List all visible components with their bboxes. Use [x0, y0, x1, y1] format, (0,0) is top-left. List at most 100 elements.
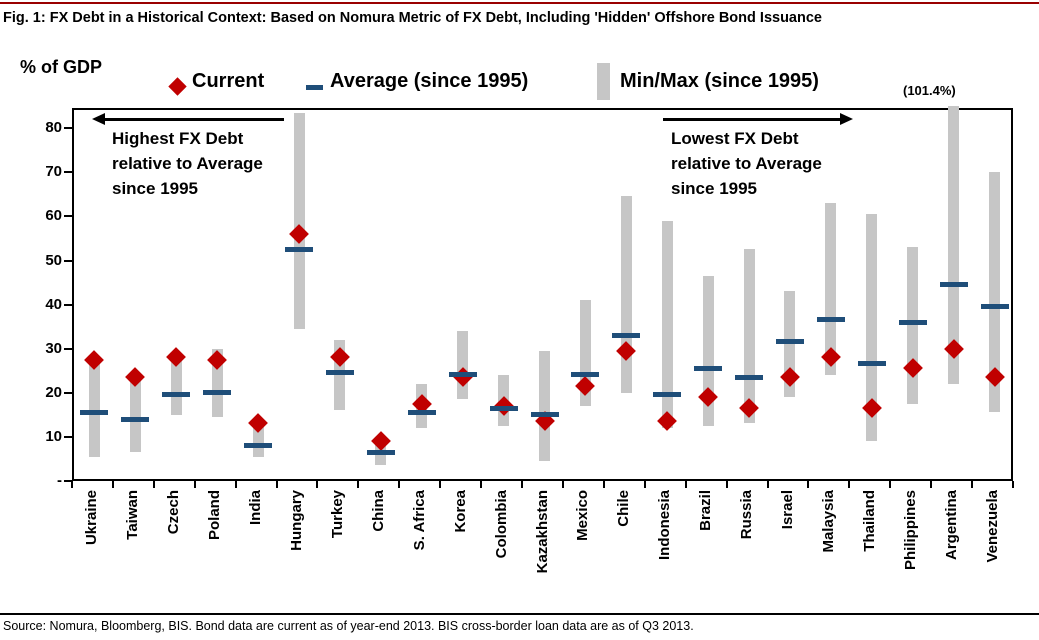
- category-label: Hungary: [288, 490, 306, 551]
- category-label: Russia: [738, 490, 756, 540]
- minmax-bar: [252, 421, 264, 457]
- right-arrow-line: [663, 118, 840, 121]
- right-arrowhead-icon: [840, 113, 853, 125]
- current-diamond: [289, 223, 309, 244]
- average-dash: [571, 372, 600, 378]
- y-axis-tick-label: 60: [45, 207, 62, 225]
- current-diamond: [84, 349, 105, 370]
- average-dash: [244, 443, 273, 449]
- annotation-highest: Highest FX Debt relative to Average sinc…: [112, 126, 263, 201]
- category-label: Mexico: [574, 490, 592, 541]
- y-axis-tick: [64, 215, 72, 218]
- legend-minmax-bar-icon: [597, 63, 610, 100]
- category-label: Czech: [165, 490, 183, 535]
- minmax-bar: [129, 374, 141, 453]
- average-dash: [980, 304, 1009, 310]
- current-diamond: [125, 367, 146, 388]
- x-axis-tick: [1012, 481, 1014, 488]
- legend-current-label: Current: [192, 70, 265, 92]
- current-diamond: [739, 398, 759, 418]
- category-label: China: [369, 490, 387, 532]
- y-axis-tick: [64, 171, 72, 174]
- y-axis-tick-label: 50: [45, 251, 62, 269]
- y-axis-tick: [64, 480, 72, 482]
- average-dash: [653, 392, 682, 398]
- x-axis-tick: [234, 481, 237, 488]
- average-dash: [775, 339, 804, 345]
- current-diamond: [698, 387, 719, 407]
- y-axis-tick-label: 70: [45, 163, 62, 181]
- category-label: Korea: [451, 490, 469, 533]
- average-dash: [857, 361, 886, 367]
- x-axis-tick: [521, 481, 524, 488]
- average-dash: [203, 390, 232, 396]
- current-diamond: [248, 413, 268, 434]
- annotation-highest-line3: since 1995: [112, 179, 199, 198]
- category-label: Thailand: [860, 490, 878, 552]
- bottom-rule-line: [0, 613, 1039, 615]
- x-axis-tick: [316, 481, 319, 488]
- minmax-bar: [170, 355, 182, 415]
- x-axis-tick: [275, 481, 278, 488]
- average-dash: [530, 412, 559, 418]
- y-axis-tick: [64, 391, 72, 394]
- minmax-bar: [702, 275, 714, 426]
- category-label: Poland: [206, 490, 224, 541]
- minmax-bar: [293, 112, 305, 329]
- current-diamond: [657, 411, 678, 432]
- y-axis-tick: [64, 347, 72, 350]
- category-label: Malaysia: [819, 490, 837, 553]
- x-axis-tick: [193, 481, 196, 488]
- average-dash: [694, 365, 723, 371]
- y-axis-tick-label: 80: [45, 119, 62, 137]
- legend-average-dash-icon: [306, 85, 323, 90]
- annotation-highest-line1: Highest FX Debt: [112, 129, 244, 148]
- minmax-bar: [620, 196, 632, 393]
- x-axis-tick: [480, 481, 483, 488]
- y-axis-tick-label: 40: [45, 295, 62, 313]
- average-dash: [162, 392, 191, 398]
- x-axis-tick: [766, 481, 769, 488]
- minmax-bar: [661, 220, 673, 428]
- average-dash: [366, 449, 395, 455]
- category-label: Kazakhstan: [533, 490, 551, 574]
- category-label: Indonesia: [656, 490, 674, 561]
- category-label: Israel: [778, 490, 796, 530]
- category-label: Turkey: [328, 490, 346, 539]
- annotation-lowest-line3: since 1995: [671, 179, 758, 198]
- current-diamond: [370, 431, 391, 452]
- average-dash: [489, 405, 518, 411]
- source-note: Source: Nomura, Bloomberg, BIS. Bond dat…: [3, 619, 694, 633]
- y-axis-tick-label: 20: [45, 383, 62, 401]
- y-axis-tick: [64, 435, 72, 438]
- top-rule-line: [0, 2, 1039, 4]
- current-diamond: [861, 398, 882, 418]
- average-dash: [448, 372, 477, 378]
- current-diamond: [575, 376, 596, 396]
- average-dash: [612, 332, 641, 338]
- y-axis-tick-label: 30: [45, 339, 62, 357]
- average-dash: [816, 317, 845, 323]
- x-axis-tick: [398, 481, 401, 488]
- current-diamond: [780, 367, 800, 388]
- minmax-bar: [948, 106, 960, 384]
- minmax-bar: [989, 172, 1001, 413]
- current-diamond: [207, 349, 228, 370]
- average-dash: [407, 409, 436, 415]
- minmax-bar: [539, 350, 550, 461]
- x-axis-tick: [848, 481, 851, 488]
- category-label: Brazil: [697, 490, 715, 531]
- current-diamond: [984, 367, 1005, 388]
- left-arrow-line: [103, 118, 284, 121]
- current-diamond: [616, 340, 637, 361]
- argentina-max-value-label: (101.4%): [903, 83, 956, 98]
- category-label: Argentina: [942, 490, 960, 561]
- x-axis-tick: [439, 481, 442, 488]
- x-axis-tick: [930, 481, 933, 488]
- average-dash: [325, 370, 354, 376]
- average-dash: [80, 409, 109, 415]
- x-axis-tick: [643, 481, 646, 488]
- category-label: Chile: [615, 490, 633, 527]
- average-dash: [939, 282, 968, 288]
- minmax-bar: [825, 203, 837, 375]
